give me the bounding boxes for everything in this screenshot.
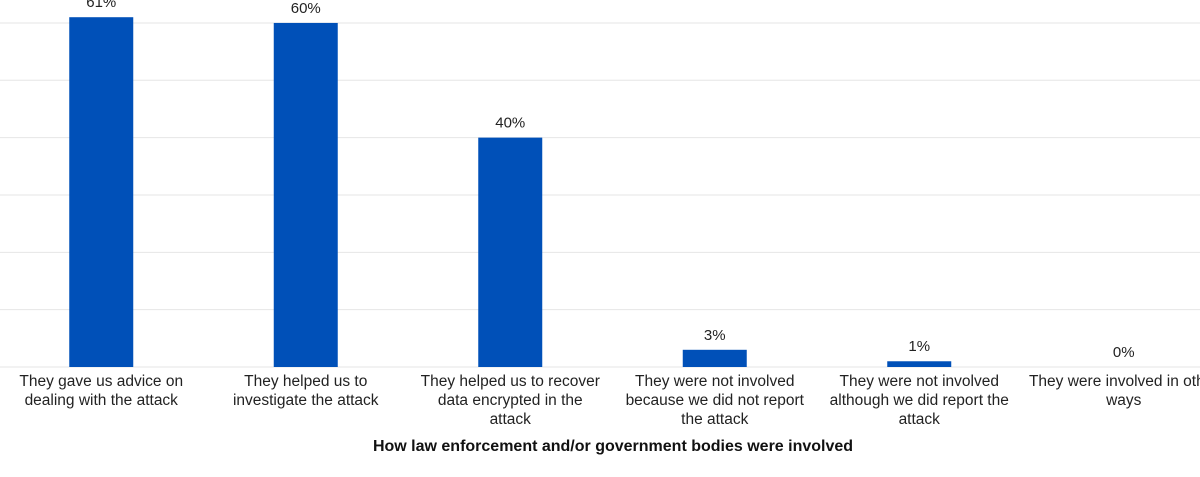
x-tick-label: They helped us to recover data encrypted… bbox=[420, 373, 600, 428]
x-axis-label: How law enforcement and/or government bo… bbox=[372, 438, 854, 455]
x-tick-label: They were not involved although we did r… bbox=[829, 373, 1009, 428]
x-tick-label: They gave us advice on dealing with the … bbox=[19, 373, 184, 409]
x-tick-label: They were not involved because we did no… bbox=[625, 373, 804, 428]
bar bbox=[273, 22, 338, 367]
data-label: 3% bbox=[704, 327, 726, 344]
data-label: 61% bbox=[86, 0, 116, 11]
data-label: 60% bbox=[291, 0, 321, 17]
data-label: 40% bbox=[495, 115, 525, 132]
data-label: 1% bbox=[908, 338, 930, 355]
bar bbox=[478, 137, 543, 367]
bar bbox=[682, 349, 747, 367]
data-label: 0% bbox=[1113, 344, 1135, 361]
bar bbox=[887, 361, 952, 367]
x-tick-label: They helped us to investigate the attack bbox=[232, 373, 379, 409]
bar bbox=[69, 17, 134, 367]
x-tick-label: They were involved in other ways bbox=[1028, 373, 1200, 409]
